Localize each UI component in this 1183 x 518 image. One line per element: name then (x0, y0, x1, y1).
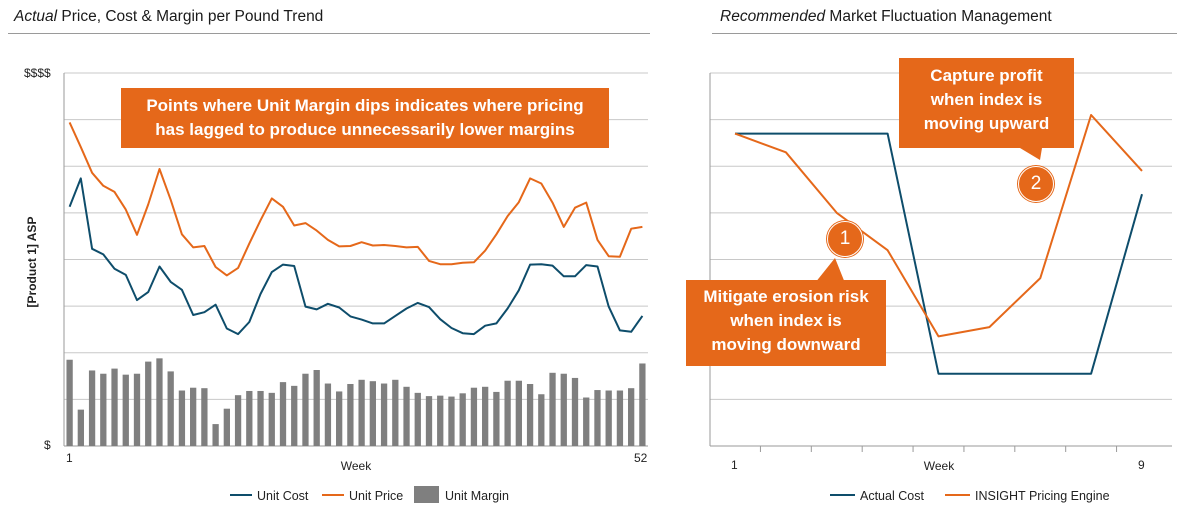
unit-margin-bar (66, 359, 73, 446)
unit-margin-bar (88, 370, 96, 446)
unit-margin-bar (313, 370, 320, 446)
left-x-tick-last: 52 (634, 451, 648, 465)
left-y-axis-label: [Product 1] ASP (25, 217, 39, 308)
right-callout-upward-line1: Capture profit (930, 66, 1043, 85)
unit-price-line (68, 121, 643, 277)
right-callout-downward-line2: when index is (730, 311, 842, 330)
right-callout-downward-line1: Mitigate erosion risk (703, 287, 869, 306)
unit-margin-bar (414, 392, 421, 446)
unit-margin-bar (526, 383, 534, 446)
actual-cost-line (735, 132, 1143, 375)
unit-margin-bar (268, 392, 275, 446)
unit-margin-bar (448, 396, 455, 446)
unit-margin-bar (482, 386, 489, 446)
unit-margin-bar (133, 373, 141, 446)
unit-margin-bar (515, 380, 522, 446)
right-x-tick-last: 9 (1138, 458, 1145, 472)
unit-margin-bar (156, 358, 163, 446)
legend-unit-cost-label: Unit Cost (257, 489, 309, 503)
legend-unit-price-label: Unit Price (349, 489, 403, 503)
right-callout-downward-line3: moving downward (711, 335, 861, 354)
unit-margin-bar (583, 397, 590, 446)
unit-margin-bar (145, 361, 152, 446)
unit-margin-bar (504, 380, 511, 446)
left-x-axis-label: Week (341, 459, 372, 473)
right-chart-title-italic: Recommended (720, 8, 826, 25)
unit-margin-bar (425, 396, 433, 446)
left-y-tick-bottom: $ (44, 438, 51, 452)
left-y-tick-top: $$$$ (24, 66, 51, 80)
left-x-tick-first: 1 (66, 451, 73, 465)
left-chart-title-italic: Actual (14, 8, 58, 25)
left-callout-line1: Points where Unit Margin dips indicates … (146, 96, 584, 115)
unit-margin-bar (324, 383, 332, 446)
unit-margin-bar (302, 373, 309, 446)
right-callout-upward-line2: when index is (930, 90, 1043, 109)
right-x-tick-first: 1 (731, 458, 738, 472)
left-chart-title-rest: Price, Cost & Margin per Pound Trend (57, 8, 324, 25)
unit-margin-bar (538, 394, 545, 446)
right-callout-upward: Capture profit when index is moving upwa… (899, 58, 1074, 148)
right-callout-downward: Mitigate erosion risk when index is movi… (686, 280, 886, 366)
unit-margin-bar (291, 385, 298, 446)
unit-margin-bar (594, 390, 601, 446)
unit-margin-bar (347, 383, 354, 446)
right-x-axis-label: Week (924, 459, 955, 473)
unit-margin-bar (246, 390, 253, 446)
left-callout-line2: has lagged to produce unnecessarily lowe… (155, 120, 575, 139)
unit-margin-bar (493, 391, 500, 446)
unit-margin-bar (336, 391, 343, 446)
left-callout: Points where Unit Margin dips indicates … (121, 88, 609, 148)
legend-unit-margin-swatch (414, 486, 439, 503)
badge-2: 2 (1018, 166, 1054, 202)
unit-margin-bar (358, 379, 365, 446)
unit-margin-bar (437, 395, 444, 446)
unit-margin-bar (628, 388, 635, 446)
unit-margin-bar (369, 381, 376, 446)
unit-margin-bar (392, 379, 399, 446)
legend-insight-label: INSIGHT Pricing Engine (975, 489, 1110, 503)
unit-margin-bar (279, 382, 287, 446)
unit-margin-bar (167, 371, 174, 446)
unit-margin-bar (178, 390, 186, 446)
unit-margin-bar (77, 409, 84, 446)
unit-margin-bar (639, 363, 646, 446)
unit-margin-bar (100, 373, 107, 446)
unit-margin-bar (571, 377, 579, 446)
unit-margin-bar (223, 408, 230, 446)
right-chart-title: Recommended Market Fluctuation Managemen… (720, 8, 1052, 26)
unit-margin-bar (234, 395, 242, 446)
right-chart-title-rest: Market Fluctuation Management (825, 8, 1052, 25)
unit-margin-bar (403, 386, 410, 446)
left-title-rule (8, 33, 650, 34)
unit-margin-bar (459, 393, 466, 446)
unit-margin-bar (470, 387, 478, 446)
unit-margin-bar (201, 388, 208, 446)
unit-margin-bar (380, 383, 388, 446)
left-chart-title: Actual Price, Cost & Margin per Pound Tr… (14, 8, 323, 26)
unit-margin-bar (605, 390, 612, 446)
unit-margin-bar (257, 390, 264, 446)
callout-downward-pointer (815, 258, 845, 283)
insight-pricing-line (734, 114, 1143, 338)
legend-unit-margin-label: Unit Margin (445, 489, 509, 503)
unit-margin-bar (190, 387, 197, 446)
callout-upward-pointer (1020, 148, 1042, 160)
unit-margin-bar (549, 372, 556, 446)
unit-margin-bar (560, 373, 567, 446)
unit-cost-line (68, 177, 644, 336)
unit-margin-bar (122, 374, 129, 446)
legend-actual-cost-label: Actual Cost (860, 489, 924, 503)
unit-margin-bar (212, 424, 219, 446)
right-callout-upward-line3: moving upward (923, 114, 1050, 133)
right-title-rule (712, 33, 1177, 34)
badge-1: 1 (827, 221, 863, 257)
unit-margin-bar (616, 390, 624, 446)
unit-margin-bar (111, 368, 118, 446)
